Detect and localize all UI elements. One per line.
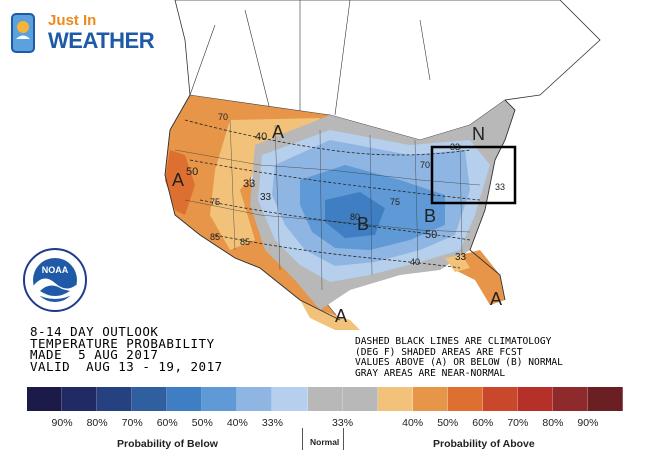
contour-85: 85 <box>210 232 220 242</box>
normal-bracket-right <box>343 428 344 450</box>
legend-swatch <box>272 387 308 411</box>
legend-swatch <box>377 387 413 411</box>
probability-below-caption: Probability of Below <box>117 438 218 450</box>
legend-tick-label: 60% <box>156 417 178 429</box>
legend-tick-label: 40% <box>226 417 248 429</box>
canada-lines <box>189 0 431 116</box>
outlook-map: A A A A B B N 70 40 50 75 33 33 85 85 80… <box>164 0 601 330</box>
legend-tick-label: 80% <box>86 417 108 429</box>
contour-33-west: 33 <box>243 178 255 190</box>
outlook-line3: MADE 5 AUG 2017 <box>30 347 159 362</box>
legend-swatch <box>517 387 553 411</box>
label-normal-ne: N <box>472 124 485 144</box>
legend-note: DASHED BLACK LINES ARE CLIMATOLOGY (DEG F… <box>355 336 563 379</box>
legend-swatch <box>237 387 273 411</box>
label-above-ca: A <box>172 170 184 190</box>
legend-tick-label: 33% <box>261 417 283 429</box>
legend-swatch <box>167 387 203 411</box>
contour-50-east: 50 <box>425 229 437 241</box>
legend-swatch <box>202 387 238 411</box>
legend-tick-label: 50% <box>191 417 213 429</box>
just-in-weather-logo: Just In WEATHER <box>8 8 155 60</box>
legend-swatch <box>588 387 624 411</box>
outlook-line1: 8-14 DAY OUTLOOK <box>30 324 159 339</box>
map-svg: A A A A B B N 70 40 50 75 33 33 85 85 80… <box>164 0 601 330</box>
legend-tick-label: 33% <box>332 417 354 429</box>
florida-above <box>455 250 505 305</box>
contour-80: 80 <box>350 212 360 222</box>
legend-note-line1: DASHED BLACK LINES ARE CLIMATOLOGY <box>355 336 552 347</box>
contour-33-east: 33 <box>455 252 467 263</box>
noaa-seal-icon: NOAA <box>23 248 87 312</box>
legend-note-line2: (DEG F) SHADED AREAS ARE FCST <box>355 346 523 358</box>
logo-line2: WEATHER <box>48 28 155 53</box>
legend-swatch <box>447 387 483 411</box>
legend-swatch <box>482 387 518 411</box>
probability-color-bar <box>27 387 624 411</box>
contour-50: 50 <box>186 166 198 178</box>
logo-line1: Just In <box>48 12 97 29</box>
us-border <box>164 94 516 321</box>
legend-swatch <box>342 387 378 411</box>
legend-swatch <box>412 387 448 411</box>
phone-icon <box>11 13 35 53</box>
legend-swatch <box>27 387 63 411</box>
label-above-nw: A <box>272 122 284 142</box>
contour-33-west2: 33 <box>260 192 272 203</box>
legend-tick-label: 70% <box>121 417 143 429</box>
california-above <box>165 150 195 215</box>
legend-tick-label: 90% <box>577 417 599 429</box>
climatology-lines <box>184 119 481 269</box>
contour-70-north: 70 <box>420 160 430 170</box>
highlight-box <box>430 145 517 205</box>
legend-tick-label: 90% <box>51 417 73 429</box>
legend-tick-label: 60% <box>472 417 494 429</box>
state-lines <box>174 119 481 291</box>
probability-above-caption: Probability of Above <box>433 438 535 450</box>
legend-swatch <box>62 387 98 411</box>
outlook-line4: VALID AUG 13 - 19, 2017 <box>30 358 223 374</box>
contour-75-west: 75 <box>210 197 220 207</box>
florida-light <box>445 255 470 272</box>
label-below-central: B <box>357 214 369 234</box>
contour-40-east: 40 <box>410 257 420 267</box>
normal-bracket-left <box>302 428 303 450</box>
legend-note-line4: GRAY AREAS ARE NEAR-NORMAL <box>355 367 506 379</box>
contour-40: 40 <box>255 131 267 143</box>
legend-swatch <box>552 387 588 411</box>
legend-tick-label: 70% <box>507 417 529 429</box>
outlook-line2: TEMPERATURE PROBABILITY <box>30 335 215 351</box>
label-above-mx: A <box>335 306 347 326</box>
legend-swatch <box>132 387 168 411</box>
contour-70: 70 <box>218 112 228 122</box>
label-above-fl: A <box>490 289 502 309</box>
legend-swatch <box>307 387 343 411</box>
outlook-title-block: 8-14 DAY OUTLOOK TEMPERATURE PROBABILITY M… <box>30 326 223 372</box>
label-below-east: B <box>424 206 436 226</box>
legend-tick-label: 80% <box>542 417 564 429</box>
noaa-logo: NOAA <box>22 247 88 313</box>
contour-75-central: 75 <box>390 197 400 207</box>
noaa-text: NOAA <box>42 265 69 275</box>
legend-note-line3: VALUES ABOVE (A) OR BELOW (B) NORMAL <box>355 357 563 368</box>
legend-tick-label: 40% <box>402 417 424 429</box>
contour-33-north: 33 <box>450 142 460 152</box>
normal-caption: Normal <box>310 437 340 447</box>
contour-33-southeast: 33 <box>495 182 505 192</box>
legend-swatch <box>97 387 133 411</box>
legend-tick-label: 50% <box>437 417 459 429</box>
contour-85b: 85 <box>240 237 250 247</box>
